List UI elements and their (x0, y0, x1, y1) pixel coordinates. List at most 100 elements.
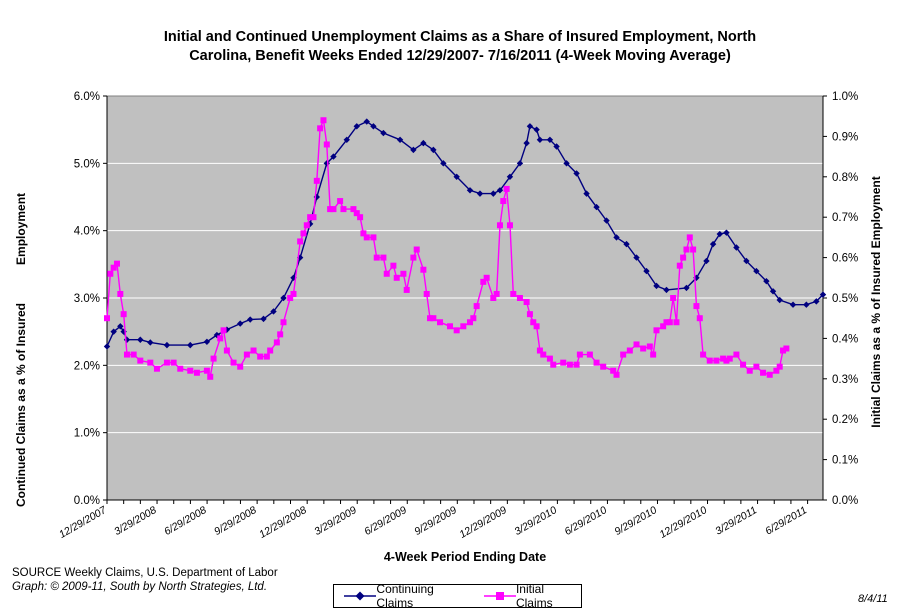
data-point (720, 355, 727, 362)
data-point (610, 367, 617, 374)
y-right-tick-label: 0.7% (832, 212, 858, 224)
data-point (473, 303, 480, 310)
x-tick-label: 3/29/2009 (312, 504, 359, 538)
data-point (650, 351, 657, 358)
x-tick-label: 9/29/2009 (412, 504, 459, 538)
y-right-tick-label: 0.5% (832, 293, 858, 305)
data-point (330, 206, 337, 213)
data-point (726, 355, 733, 362)
data-point (516, 295, 523, 301)
data-point (170, 359, 177, 366)
data-point (740, 361, 747, 368)
data-point (490, 190, 497, 197)
data-point (437, 319, 444, 326)
data-point (370, 234, 377, 241)
data-point (553, 143, 560, 150)
data-point (646, 343, 653, 350)
legend-item-initial: Initial Claims (482, 582, 581, 610)
data-point (763, 277, 770, 285)
data-point (187, 341, 194, 349)
data-point (280, 319, 287, 326)
data-point (270, 308, 277, 315)
data-point (247, 316, 254, 323)
data-point (776, 363, 783, 370)
data-point (137, 357, 144, 364)
data-point (337, 198, 344, 205)
data-point (733, 351, 740, 358)
data-point (533, 126, 540, 133)
data-point (586, 351, 593, 358)
y-left-tick-label: 2.0% (74, 360, 100, 372)
graph-credit: Graph: © 2009-11, South by North Strateg… (12, 581, 268, 593)
data-point (653, 282, 660, 290)
data-point (760, 369, 767, 376)
data-point (357, 214, 364, 221)
y-left-tick-label: 4.0% (74, 226, 100, 238)
y-right-tick-label: 1.0% (832, 91, 858, 103)
data-point (257, 353, 264, 360)
y-right-tick-label: 0.9% (832, 131, 858, 143)
data-point (476, 190, 484, 197)
x-tick-label: 9/29/2008 (212, 504, 259, 538)
chart-legend: Continuing Claims Initial Claims (333, 582, 582, 610)
data-point (466, 319, 473, 326)
data-point (640, 345, 647, 352)
data-point (313, 177, 320, 184)
data-point (117, 290, 124, 297)
data-point (723, 357, 730, 364)
data-point (104, 315, 110, 322)
y-left-tick-label: 5.0% (74, 158, 100, 170)
data-point (713, 357, 720, 364)
data-point (330, 153, 337, 160)
data-point (383, 270, 390, 277)
x-tick-label: 12/29/2008 (257, 504, 309, 541)
data-point (496, 187, 504, 194)
data-point (107, 270, 114, 277)
data-point (320, 117, 327, 124)
data-point (237, 320, 244, 327)
x-tick-label: 3/29/2011 (713, 504, 759, 537)
data-point (743, 257, 750, 265)
x-tick-label: 6/29/2008 (162, 504, 209, 538)
data-point (573, 361, 580, 368)
data-point (723, 229, 730, 236)
data-point (623, 240, 630, 248)
source-note: SOURCE Weekly Claims, U.S. Department of… (12, 566, 278, 594)
y-axis-left-label-part-2: Employment (14, 192, 28, 265)
data-point (220, 327, 227, 334)
data-point (147, 359, 154, 366)
data-point (696, 315, 703, 322)
data-point (210, 355, 217, 362)
data-point (480, 278, 487, 285)
data-point (273, 339, 280, 346)
data-point (603, 217, 610, 224)
data-point (613, 371, 620, 378)
data-point (290, 290, 297, 297)
data-point (230, 359, 237, 366)
y-axis-right-label: Initial Claims as a % of Insured Employm… (869, 176, 883, 428)
data-point (813, 298, 820, 305)
data-point (360, 230, 367, 237)
y-left-tick-label: 1.0% (74, 428, 100, 440)
data-point (510, 290, 517, 297)
data-point (123, 351, 130, 358)
y-right-tick-label: 0.8% (832, 172, 858, 184)
data-point (563, 160, 570, 167)
data-point (153, 365, 160, 372)
data-point (393, 274, 400, 281)
data-point (709, 240, 717, 248)
data-point (676, 262, 683, 269)
data-point (203, 338, 211, 345)
data-point (400, 270, 407, 277)
data-point (413, 246, 420, 253)
data-point (300, 230, 307, 237)
data-point (410, 254, 417, 261)
y-right-tick-label: 0.2% (832, 414, 858, 426)
x-tick-label: 6/29/2009 (362, 504, 409, 538)
data-point (203, 367, 210, 374)
data-point (217, 335, 224, 342)
data-point (420, 266, 427, 273)
data-point (380, 129, 387, 137)
legend-item-continuing: Continuing Claims (342, 582, 470, 610)
data-point (117, 323, 124, 330)
